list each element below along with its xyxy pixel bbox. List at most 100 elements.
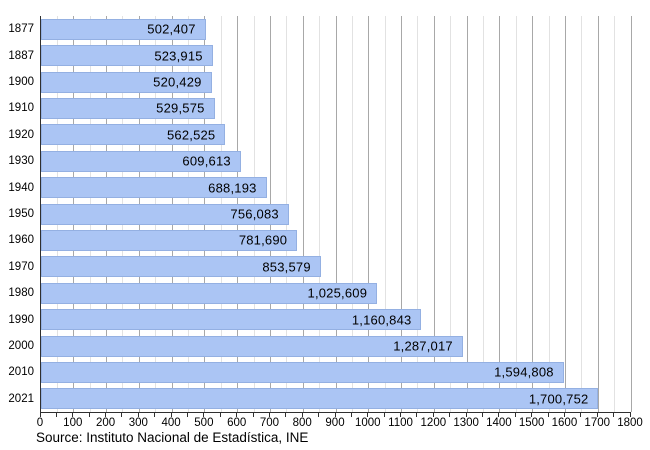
- bar-value-label: 1,160,843: [351, 312, 412, 328]
- x-axis-tick: [301, 413, 303, 417]
- bar-2021: 1,700,752: [41, 388, 599, 410]
- x-tick-label-800: 800: [292, 417, 312, 429]
- y-tick-label-1930: 1930: [8, 155, 34, 168]
- x-axis-tick: [252, 413, 254, 417]
- bar-value-label: 1,594,808: [494, 364, 554, 380]
- x-tick-label-100: 100: [63, 417, 83, 429]
- bar-2010: 1,594,808: [41, 361, 564, 383]
- bar-1900: 520,429: [41, 71, 212, 93]
- x-axis-tick: [563, 413, 565, 417]
- bar-value-label: 1,025,609: [307, 285, 368, 301]
- x-axis-tick: [400, 413, 402, 417]
- x-tick-label-200: 200: [95, 417, 116, 429]
- x-axis-tick: [432, 413, 434, 417]
- bar-1910: 529,575: [41, 97, 215, 119]
- x-axis-tick: [72, 413, 74, 417]
- y-tick-label-1900: 1900: [8, 76, 34, 88]
- gridline-major: [499, 16, 501, 412]
- y-tick-label-1980: 1980: [8, 287, 34, 300]
- x-tick-label-1500: 1500: [518, 417, 545, 429]
- x-axis-tick: [596, 413, 598, 417]
- x-axis-tick: [514, 413, 516, 417]
- x-tick-label-1200: 1200: [420, 417, 447, 429]
- bar-value-label: 1,700,752: [528, 391, 589, 407]
- y-tick-label-2021: 2021: [8, 392, 34, 405]
- y-tick-label-1960: 1960: [8, 234, 34, 247]
- x-axis-tick: [285, 413, 287, 417]
- gridline-minor: [450, 16, 452, 412]
- gridline-minor: [483, 16, 484, 412]
- x-axis-tick: [137, 413, 139, 417]
- x-axis-tick: [105, 413, 107, 417]
- x-axis-tick: [531, 413, 533, 417]
- gridline-minor: [614, 16, 616, 412]
- bar-1887: 523,915: [41, 45, 213, 67]
- gridline-major: [302, 16, 304, 412]
- gridline-minor: [417, 16, 419, 412]
- x-axis-tick: [39, 413, 41, 417]
- gridline-major: [630, 16, 632, 412]
- x-axis-tick: [203, 413, 205, 417]
- x-axis-tick: [88, 413, 90, 417]
- gridline-major: [597, 16, 599, 412]
- x-tick-label-400: 400: [161, 417, 181, 429]
- x-tick-label-900: 900: [325, 417, 345, 429]
- gridline-minor: [351, 16, 353, 412]
- bar-1920: 562,525: [41, 124, 226, 146]
- x-axis-tick: [613, 413, 615, 417]
- x-axis-tick: [498, 413, 500, 417]
- x-tick-label-300: 300: [128, 417, 148, 429]
- bar-1950: 756,083: [41, 203, 289, 225]
- bar-1960: 781,690: [41, 229, 298, 251]
- x-tick-label-1400: 1400: [486, 417, 512, 429]
- gridline-minor: [515, 16, 517, 412]
- gridline-minor: [384, 16, 386, 412]
- bar-2000: 1,287,017: [41, 335, 463, 357]
- y-tick-label-1950: 1950: [8, 208, 34, 220]
- y-tick-label-1887: 1887: [8, 49, 34, 62]
- x-axis-tick: [268, 413, 270, 417]
- bar-value-label: 853,579: [262, 259, 311, 275]
- x-axis-tick: [367, 413, 369, 417]
- bar-1930: 609,613: [41, 150, 241, 172]
- bar-1990: 1,160,843: [41, 309, 422, 331]
- bar-value-label: 688,193: [208, 180, 257, 196]
- x-axis-tick: [55, 413, 57, 417]
- bar-value-label: 756,083: [230, 206, 279, 222]
- x-tick-label-0: 0: [36, 417, 44, 429]
- bar-value-label: 529,575: [156, 100, 205, 116]
- x-axis-tick: [170, 413, 172, 417]
- x-tick-label-1300: 1300: [453, 417, 479, 429]
- x-tick-label-700: 700: [259, 417, 280, 429]
- gridline-minor: [581, 16, 583, 412]
- bar-1970: 853,579: [41, 256, 321, 278]
- gridline-major: [368, 16, 370, 412]
- x-tick-label-600: 600: [227, 417, 247, 429]
- x-axis-tick: [465, 413, 467, 417]
- x-axis-tick: [318, 413, 320, 417]
- x-axis-tick: [219, 413, 221, 417]
- x-tick-label-500: 500: [194, 417, 214, 429]
- x-axis-tick: [350, 413, 352, 417]
- x-tick-label-1700: 1700: [584, 417, 611, 429]
- x-axis-tick: [154, 413, 156, 417]
- gridline-major: [532, 16, 534, 412]
- bar-value-label: 523,915: [154, 48, 203, 64]
- gridline-major: [433, 16, 435, 412]
- bar-value-label: 562,525: [166, 127, 216, 143]
- x-axis-tick: [416, 413, 418, 417]
- y-tick-label-1990: 1990: [8, 313, 34, 326]
- x-axis-tick: [334, 413, 336, 417]
- x-axis-tick: [547, 413, 549, 417]
- y-tick-label-1877: 1877: [8, 23, 34, 36]
- bar-value-label: 520,429: [153, 74, 202, 90]
- y-tick-label-2010: 2010: [8, 366, 34, 379]
- bar-value-label: 502,407: [147, 21, 196, 37]
- bar-value-label: 609,613: [182, 153, 231, 169]
- bar-1980: 1,025,609: [41, 282, 378, 304]
- x-tick-label-1800: 1800: [617, 417, 643, 429]
- x-axis-tick: [187, 413, 188, 417]
- gridline-major: [564, 16, 566, 412]
- x-axis-tick: [482, 413, 483, 417]
